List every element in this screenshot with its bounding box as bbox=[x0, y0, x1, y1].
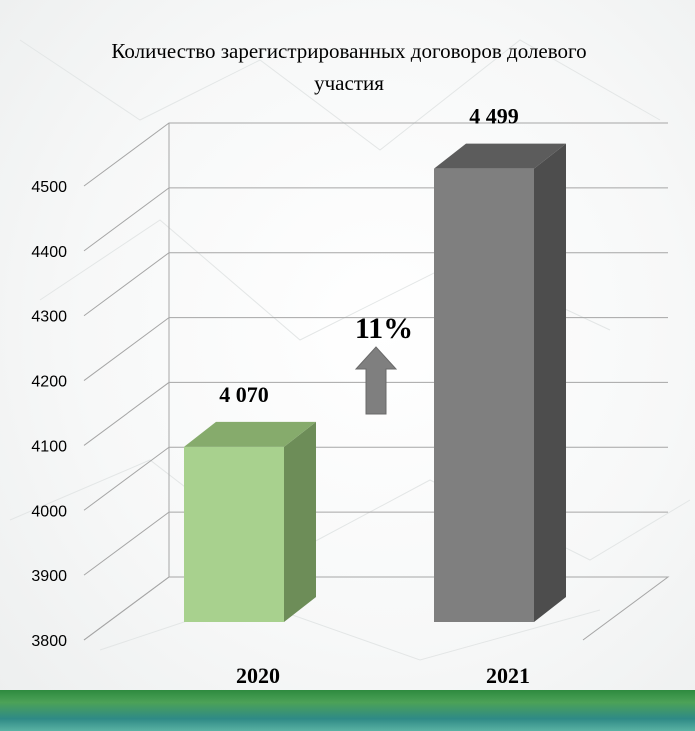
data-label: 4 499 bbox=[469, 104, 519, 129]
x-tick-label: 2021 bbox=[486, 663, 530, 688]
y-tick-label: 4100 bbox=[31, 438, 67, 455]
arrow-up-icon bbox=[354, 346, 398, 415]
bar-2020 bbox=[184, 421, 316, 622]
bars bbox=[184, 143, 566, 623]
y-tick-label: 4000 bbox=[31, 503, 67, 520]
footer-band bbox=[0, 690, 695, 731]
x-tick-label: 2020 bbox=[236, 663, 280, 688]
data-label: 4 070 bbox=[219, 382, 269, 407]
gridline bbox=[83, 187, 668, 252]
gridline bbox=[83, 576, 668, 641]
data-labels: 4 070 4 499 bbox=[219, 104, 519, 407]
y-tick-label: 3900 bbox=[31, 568, 67, 585]
y-tick-label: 3800 bbox=[31, 633, 67, 650]
bar-top-face bbox=[434, 143, 566, 169]
chart-title-line-2: участия bbox=[314, 71, 384, 95]
y-axis: 3800 3900 4000 4100 4200 4300 4400 4500 bbox=[31, 179, 67, 650]
background-network-decoration bbox=[9, 39, 691, 661]
bar-top-face bbox=[184, 421, 316, 447]
bar-front-face bbox=[184, 446, 284, 622]
y-tick-label: 4400 bbox=[31, 244, 67, 261]
chart-title-line-1: Количество зарегистрированных договоров … bbox=[111, 39, 586, 63]
bar-front-face bbox=[434, 168, 534, 623]
chart-gridlines bbox=[83, 122, 670, 641]
gridline bbox=[83, 252, 668, 317]
change-percent-label: 11% bbox=[355, 312, 413, 345]
bar-2021 bbox=[434, 143, 566, 623]
bar-side-face bbox=[534, 143, 566, 623]
y-tick-label: 4300 bbox=[31, 309, 67, 326]
bar-side-face bbox=[284, 421, 316, 622]
gridline bbox=[83, 446, 668, 511]
y-tick-label: 4500 bbox=[31, 179, 67, 196]
gridline bbox=[83, 122, 668, 187]
chart-floor bbox=[83, 576, 670, 641]
y-tick-label: 4200 bbox=[31, 374, 67, 391]
x-axis: 2020 2021 bbox=[236, 663, 530, 688]
gridline bbox=[83, 511, 668, 576]
